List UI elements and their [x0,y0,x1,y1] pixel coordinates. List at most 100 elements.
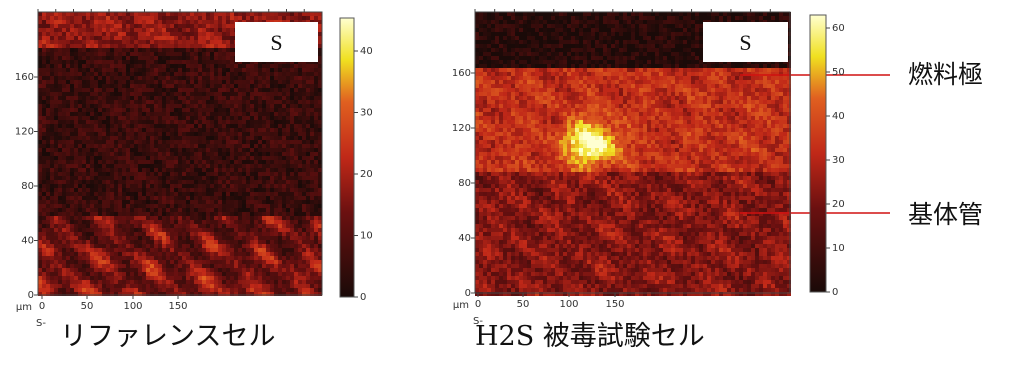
map-pixel [82,40,86,44]
map-pixel [234,92,238,96]
map-pixel [226,276,230,280]
map-pixel [294,128,298,132]
map-pixel [234,212,238,216]
map-pixel [230,108,234,112]
map-pixel [94,268,98,272]
map-pixel [298,16,302,20]
map-pixel [266,140,270,144]
map-pixel [158,80,162,84]
map-pixel [70,100,74,104]
map-pixel [114,192,118,196]
map-pixel [98,132,102,136]
map-pixel [134,252,138,256]
map-pixel [74,244,78,248]
map-pixel [154,284,158,288]
map-pixel [314,188,318,192]
map-pixel [126,60,130,64]
map-pixel [234,180,238,184]
map-pixel [186,180,190,184]
map-pixel [82,112,86,116]
map-pixel [226,76,230,80]
map-pixel [190,108,194,112]
map-pixel [182,180,186,184]
map-pixel [150,236,154,240]
map-pixel [310,204,314,208]
map-pixel [230,112,234,116]
map-pixel [278,80,282,84]
map-pixel [246,100,250,104]
map-pixel [258,220,262,224]
map-pixel [130,176,134,180]
map-pixel [162,36,166,40]
map-pixel [174,276,178,280]
map-pixel [118,84,122,88]
map-pixel [42,44,46,48]
map-pixel [210,28,214,32]
map-pixel [182,112,186,116]
map-pixel [262,176,266,180]
map-pixel [126,72,130,76]
map-pixel [210,284,214,288]
map-pixel [290,88,294,92]
map-pixel [86,240,90,244]
map-pixel [70,80,74,84]
map-pixel [178,60,182,64]
map-pixel [130,120,134,124]
map-pixel [58,92,62,96]
map-pixel [182,148,186,152]
map-pixel [70,124,74,128]
map-pixel [94,176,98,180]
map-pixel [210,236,214,240]
map-pixel [298,184,302,188]
map-pixel [178,44,182,48]
map-pixel [130,260,134,264]
map-pixel [218,148,222,152]
map-pixel [306,64,310,68]
map-pixel [266,224,270,228]
map-pixel [142,144,146,148]
map-pixel [170,176,174,180]
map-pixel [110,276,114,280]
map-pixel [266,92,270,96]
map-pixel [190,12,194,16]
map-pixel [174,248,178,252]
map-pixel [274,192,278,196]
map-pixel [286,192,290,196]
map-pixel [94,32,98,36]
map-pixel [230,32,234,36]
map-pixel [146,288,150,292]
map-pixel [82,24,86,28]
map-pixel [218,40,222,44]
map-pixel [234,12,238,16]
map-pixel [182,28,186,32]
map-pixel [190,196,194,200]
map-pixel [166,84,170,88]
map-pixel [46,232,50,236]
map-pixel [86,232,90,236]
map-pixel [186,20,190,24]
map-pixel [198,124,202,128]
map-pixel [298,276,302,280]
map-pixel [38,84,42,88]
map-pixel [122,152,126,156]
map-pixel [150,268,154,272]
map-pixel [42,36,46,40]
map-pixel [298,268,302,272]
map-pixel [94,96,98,100]
map-pixel [58,272,62,276]
map-pixel [182,152,186,156]
map-pixel [298,108,302,112]
map-pixel [214,288,218,292]
map-pixel [38,196,42,200]
map-pixel [178,48,182,52]
map-pixel [158,140,162,144]
map-pixel [270,252,274,256]
map-pixel [150,32,154,36]
map-pixel [106,136,110,140]
map-pixel [194,108,198,112]
map-pixel [218,108,222,112]
map-pixel [142,120,146,124]
map-pixel [98,196,102,200]
map-pixel [102,96,106,100]
map-pixel [318,112,322,116]
